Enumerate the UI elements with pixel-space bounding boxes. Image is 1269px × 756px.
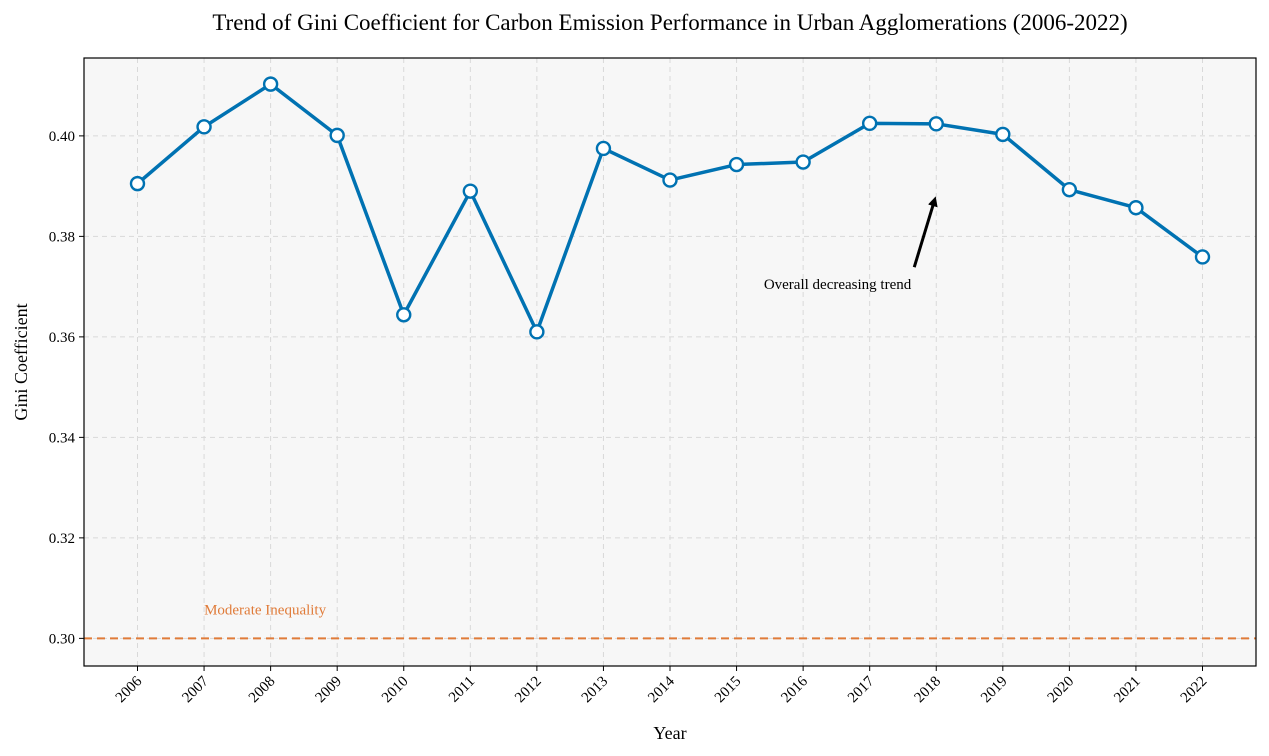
x-tick-label-2017: 2017 [845,673,878,706]
data-point-2007 [196,119,212,135]
data-point-2019 [995,126,1011,143]
data-point-2008 [262,76,279,92]
data-point-2014 [662,172,678,188]
y-tick-label-0.30: 0.30 [49,631,75,647]
data-point-2016 [795,154,811,170]
data-point-2006 [129,175,146,192]
x-axis-label: Year [653,723,686,743]
data-point-2009 [329,127,345,144]
data-point-2020 [1061,181,1078,198]
data-point-2012 [529,324,545,340]
x-tick-label-2009: 2009 [312,674,345,707]
x-tick-label-2012: 2012 [512,674,545,707]
annotation-arrow [912,196,938,268]
data-point-2010 [396,307,412,323]
y-axis-label: Gini Coefficient [11,303,31,420]
data-point-2015 [728,156,745,173]
x-tick-label-2007: 2007 [179,673,212,706]
x-tick-label-2014: 2014 [645,673,678,706]
x-tick-label-2022: 2022 [1178,674,1211,707]
y-tick-label-0.38: 0.38 [49,229,75,245]
data-points [129,76,1211,340]
x-tick-label-2020: 2020 [1045,674,1078,707]
x-tick-label-2010: 2010 [379,674,412,707]
data-point-2021 [1128,200,1144,216]
x-tick-label-2013: 2013 [579,674,612,707]
y-tick-label-0.34: 0.34 [49,430,76,446]
reference-line-label: Moderate Inequality [204,602,327,618]
x-axis-ticks: 2006 2007 2008 2009 2010 2011 2012 2013 2014 2015… [113,666,1211,707]
x-tick-label-2015: 2015 [712,674,745,707]
x-tick-label-2008: 2008 [246,674,279,707]
x-tick-label-2021: 2021 [1111,674,1144,707]
data-point-2018 [928,116,944,132]
x-tick-label-2019: 2019 [978,674,1011,707]
data-point-2013 [595,140,612,157]
y-axis-ticks: 0.30 0.32 0.34 0.36 0.38 0.40 [49,129,84,647]
x-tick-label-2018: 2018 [912,674,945,707]
y-tick-label-0.40: 0.40 [49,129,75,145]
x-tick-label-2006: 2006 [113,673,146,706]
chart-title: Trend of Gini Coefficient for Carbon Emi… [212,10,1127,35]
y-tick-label-0.32: 0.32 [49,531,75,547]
x-tick-label-2016: 2016 [778,673,811,706]
data-point-2011 [462,183,479,199]
data-point-2022 [1194,249,1211,265]
data-point-2017 [861,115,878,132]
annotation-text: Overall decreasing trend [764,277,912,293]
grid-lines [84,58,1256,666]
x-tick-label-2011: 2011 [446,674,478,706]
y-tick-label-0.36: 0.36 [49,330,76,346]
reference-line-group: Moderate Inequality [84,602,1256,640]
annotation-group: Overall decreasing trend [764,196,938,293]
